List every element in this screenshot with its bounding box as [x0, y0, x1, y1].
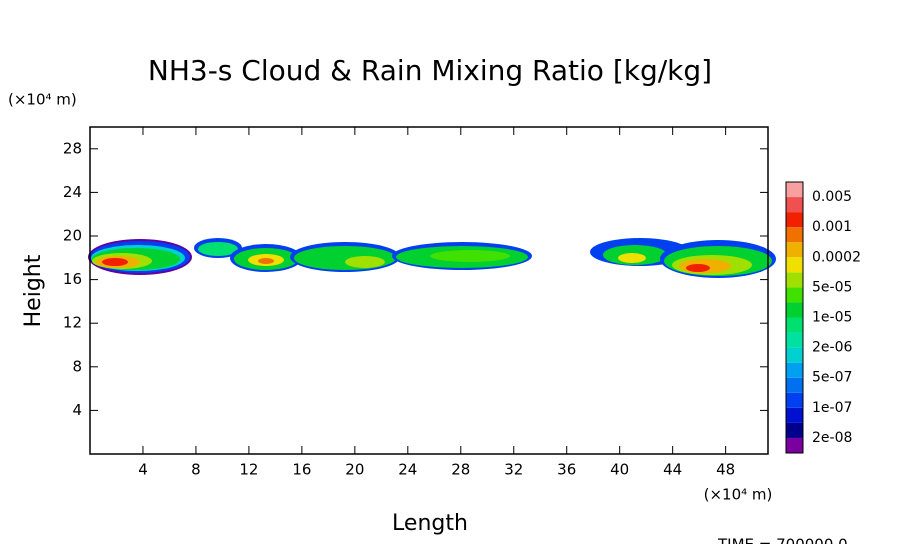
x-tick-label: 8 [191, 461, 201, 479]
cloud-blob [290, 242, 400, 272]
colorbar-label: 5e-05 [812, 279, 852, 295]
colorbar-frame [785, 181, 804, 454]
colorbar-label: 0.005 [812, 189, 852, 205]
x-tick-label: 36 [557, 461, 576, 479]
x-tick-label: 16 [292, 461, 311, 479]
x-tick-label: 44 [663, 461, 682, 479]
colorbar-swatch [786, 272, 803, 288]
cloud-blob [88, 239, 192, 275]
colorbar-swatch [786, 317, 803, 333]
colorbar-swatch [786, 302, 803, 318]
x-tick-label: 4 [138, 461, 148, 479]
colorbar-swatch [786, 422, 803, 438]
y-tick-label: 16 [63, 270, 82, 288]
colorbar-swatch [786, 257, 803, 273]
colorbar-label: 1e-05 [812, 310, 852, 326]
y-unit: (×10⁴ m) [8, 91, 77, 109]
cloud-blob [660, 240, 776, 278]
x-tick-label: 32 [504, 461, 523, 479]
cloud-blob [392, 242, 532, 270]
plot-frame [89, 126, 769, 455]
colorbar-swatch [786, 182, 803, 198]
colorbar-swatch [786, 437, 803, 453]
x-tick-label: 48 [716, 461, 735, 479]
x-tick-label: 28 [451, 461, 470, 479]
colorbar-label: 0.001 [812, 219, 852, 235]
colorbar-swatch [786, 227, 803, 243]
colorbar-label: 1e-07 [812, 400, 852, 416]
y-axis-label: Height [21, 254, 46, 327]
x-unit: (×10⁴ m) [704, 486, 773, 504]
colorbar-swatch [786, 347, 803, 363]
chart-title: NH3-s Cloud & Rain Mixing Ratio [kg/kg] [148, 54, 712, 87]
footer: TIME = 700000.0 [717, 536, 848, 544]
y-tick-label: 12 [63, 314, 82, 332]
y-tick-label: 24 [63, 183, 82, 201]
cloud-blob [230, 244, 302, 272]
y-tick-label: 8 [72, 357, 82, 375]
colorbar-label: 2e-06 [812, 340, 852, 356]
colorbar-swatch [786, 377, 803, 393]
cloud-field [88, 238, 776, 278]
colorbar-label: 0.0002 [812, 249, 861, 265]
colorbar-label: 2e-08 [812, 430, 852, 446]
x-tick-label: 24 [398, 461, 417, 479]
colorbar-swatch [786, 407, 803, 423]
colorbar-swatch [786, 362, 803, 378]
colorbar-swatch [786, 287, 803, 303]
y-tick-label: 20 [63, 227, 82, 245]
x-axis-label: Length [392, 511, 468, 536]
cloud-blob [194, 238, 242, 258]
y-tick-label: 4 [72, 401, 82, 419]
y-tick-label: 28 [63, 139, 82, 157]
colorbar-swatch [786, 212, 803, 228]
x-tick-label: 20 [345, 461, 364, 479]
x-tick-label: 12 [239, 461, 258, 479]
colorbar-swatch [786, 332, 803, 348]
colorbar-label: 5e-07 [812, 370, 852, 386]
colorbar-swatch [786, 242, 803, 258]
colorbar-swatch [786, 392, 803, 408]
x-tick-label: 40 [610, 461, 629, 479]
colorbar-swatch [786, 197, 803, 213]
